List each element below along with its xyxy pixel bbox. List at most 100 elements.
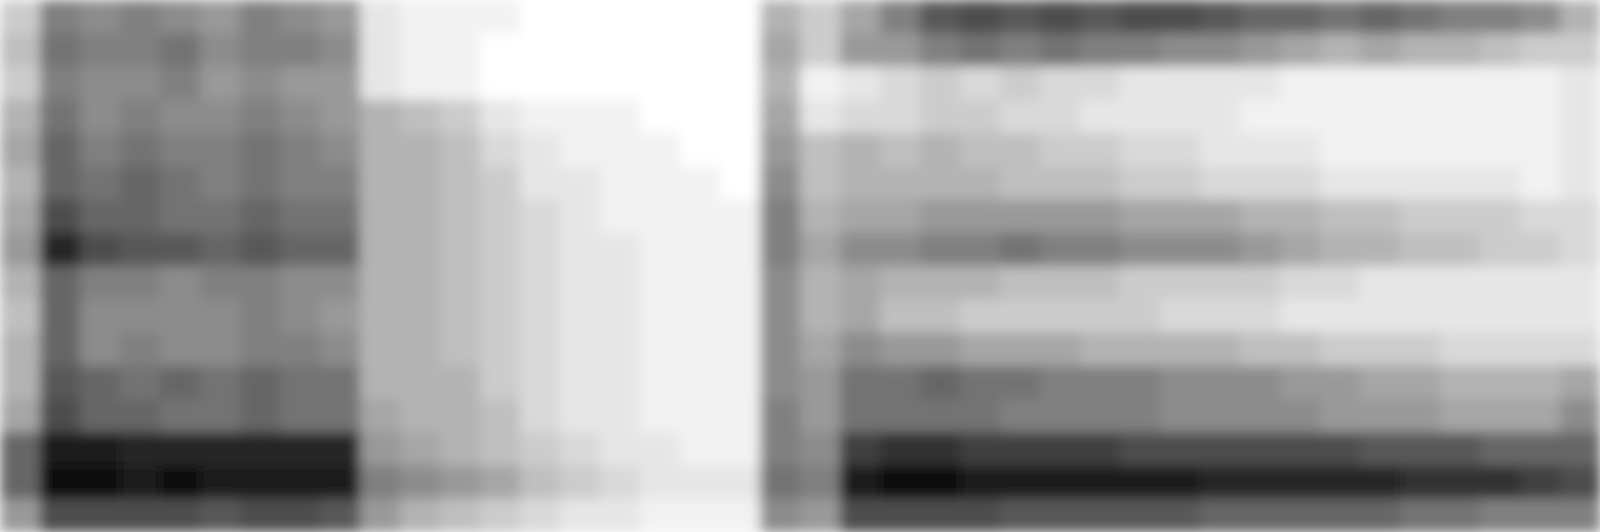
heat-cell [639, 199, 681, 234]
heat-cell [40, 332, 81, 367]
heat-cell [1559, 265, 1600, 300]
heat-cell [320, 465, 361, 500]
heat-cell [720, 232, 761, 267]
heat-cell [679, 365, 721, 400]
heat-cell [80, 232, 121, 267]
heat-cell [960, 265, 1001, 300]
heat-cell [679, 133, 721, 168]
plot-area [0, 0, 1600, 532]
heat-cell [879, 365, 921, 400]
heat-cell [240, 66, 281, 101]
heat-cell [1519, 465, 1561, 500]
heat-cell [439, 498, 481, 532]
heat-cell [839, 66, 881, 101]
heat-cell [1400, 66, 1441, 101]
heat-cell [480, 99, 521, 134]
heat-cell [439, 465, 481, 500]
heat-cell [960, 133, 1001, 168]
heat-cell [920, 165, 961, 200]
heat-cell [960, 399, 1001, 434]
heat-cell [1119, 365, 1161, 400]
heat-cell [960, 99, 1001, 134]
heat-cell [839, 33, 881, 68]
heat-cell [1400, 465, 1441, 500]
heat-cell [520, 0, 561, 34]
heat-cell [1519, 133, 1561, 168]
heat-cell [119, 299, 161, 334]
heat-cell [1119, 165, 1161, 200]
heat-cell [280, 399, 321, 434]
heat-cell [879, 431, 921, 466]
heat-cell [720, 265, 761, 300]
heat-cell [1440, 66, 1481, 101]
heat-cell [639, 99, 681, 134]
heat-cell [1279, 399, 1321, 434]
heat-cell [800, 133, 842, 168]
heat-cell [1240, 465, 1281, 500]
heat-cell [1000, 33, 1041, 68]
heat-cell [1519, 232, 1561, 267]
heat-cell [920, 431, 961, 466]
heat-cell [839, 431, 881, 466]
heat-cell [1319, 299, 1361, 334]
heat-cell [879, 33, 921, 68]
heat-cell [920, 199, 961, 234]
heat-cell [1039, 165, 1081, 200]
heat-cell [119, 199, 161, 234]
heat-cell [1039, 133, 1081, 168]
heat-cell [879, 66, 921, 101]
heat-cell [839, 199, 881, 234]
heat-cell [1160, 265, 1201, 300]
heat-cell [1359, 365, 1401, 400]
heat-cell [40, 431, 81, 466]
heat-cell [1200, 498, 1241, 532]
heat-cell [1240, 431, 1281, 466]
heat-cell [439, 66, 481, 101]
heat-cell [879, 0, 921, 34]
heat-cell [1400, 165, 1441, 200]
heat-cell [960, 33, 1001, 68]
heat-cell [359, 199, 401, 234]
heat-cell [760, 299, 801, 334]
heat-cell [520, 399, 561, 434]
heat-cell [1000, 133, 1041, 168]
heat-cell [480, 365, 521, 400]
heat-cell [800, 165, 842, 200]
heat-cell [1319, 199, 1361, 234]
heat-cell [679, 99, 721, 134]
heat-cell [720, 332, 761, 367]
heat-cell [320, 299, 361, 334]
heat-cell [1279, 199, 1321, 234]
heat-cell [920, 99, 961, 134]
heat-cell [1480, 498, 1522, 532]
heat-cell [1240, 332, 1281, 367]
heat-cell [1559, 465, 1600, 500]
heat-cell [1400, 498, 1441, 532]
heat-cell [520, 133, 561, 168]
heat-cell [1480, 133, 1522, 168]
heat-cell [359, 165, 401, 200]
heat-cell [1279, 33, 1321, 68]
heat-cell [1559, 332, 1600, 367]
heat-cell [119, 232, 161, 267]
heat-cell [720, 365, 761, 400]
heat-cell [1440, 199, 1481, 234]
heat-cell [80, 365, 121, 400]
heat-cell [1240, 365, 1281, 400]
heat-cell [359, 399, 401, 434]
heat-cell [240, 465, 281, 500]
heat-cell [1559, 299, 1600, 334]
heat-cell [1039, 33, 1081, 68]
heat-cell [1559, 365, 1600, 400]
heat-cell [560, 431, 602, 466]
heat-cell [1160, 498, 1201, 532]
heat-cell [560, 265, 602, 300]
heat-cell [960, 232, 1001, 267]
heat-cell [920, 0, 961, 34]
heat-cell [1200, 465, 1241, 500]
heat-cell [599, 365, 641, 400]
heat-cell [1279, 66, 1321, 101]
heat-cell [399, 332, 441, 367]
heat-cell [320, 133, 361, 168]
heat-cell [560, 165, 602, 200]
